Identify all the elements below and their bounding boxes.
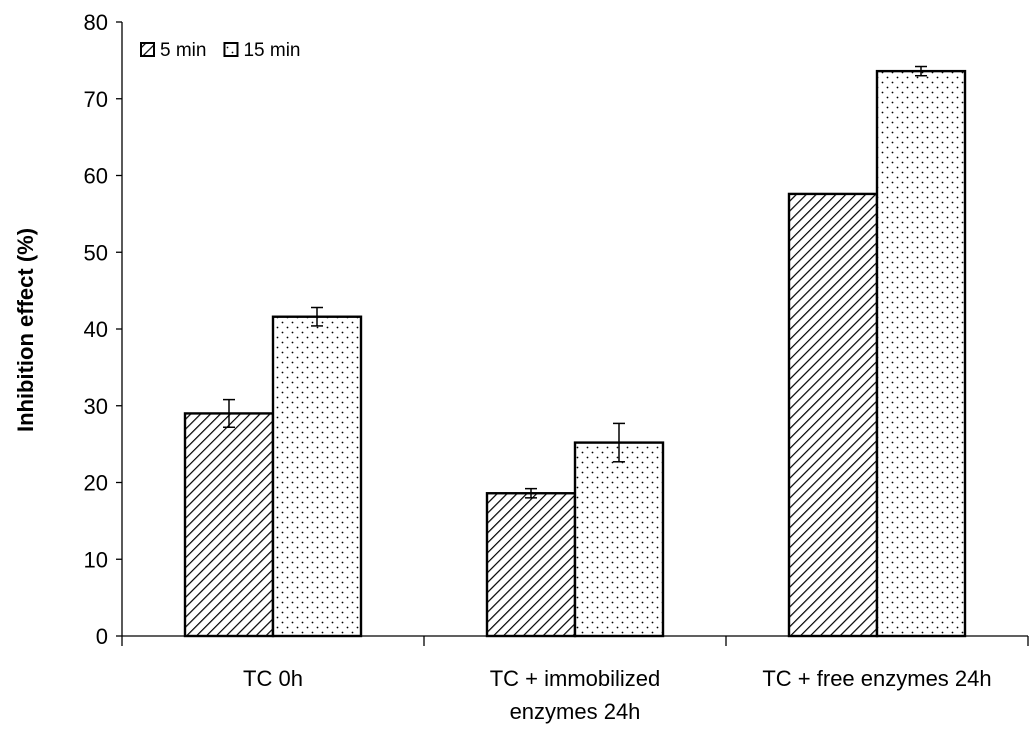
bar — [787, 192, 879, 638]
y-tick-label: 30 — [84, 394, 108, 419]
x-axis: TC 0h TC + immobilized enzymes 24h TC + fre… — [121, 635, 1029, 724]
y-tick-label: 80 — [84, 10, 108, 35]
x-category-label: TC 0h — [243, 666, 303, 691]
legend: 5 min 15 min — [140, 40, 301, 61]
y-tick-label: 50 — [84, 240, 108, 265]
y-tick-label: 0 — [96, 624, 108, 649]
bar — [485, 492, 577, 638]
bar — [183, 412, 275, 638]
y-tick-label: 70 — [84, 87, 108, 112]
y-axis: 0 10 20 30 40 50 60 70 80 — [84, 10, 123, 649]
legend-label: 5 min — [160, 40, 206, 61]
x-category-label: TC + free enzymes 24h — [762, 666, 991, 691]
y-axis-title: Inhibition effect (%) — [13, 228, 38, 432]
y-tick-label: 60 — [84, 164, 108, 189]
y-tick-label: 40 — [84, 317, 108, 342]
legend-swatch — [223, 42, 239, 57]
bar — [875, 69, 967, 638]
y-tick-label: 20 — [84, 471, 108, 496]
bar — [573, 441, 665, 638]
x-category-label: enzymes 24h — [510, 699, 641, 724]
x-category-label: TC + immobilized — [490, 666, 661, 691]
bars — [183, 65, 967, 638]
legend-swatch — [140, 42, 155, 57]
bar — [271, 315, 363, 638]
legend-label: 15 min — [243, 40, 300, 61]
y-tick-label: 10 — [84, 547, 108, 572]
